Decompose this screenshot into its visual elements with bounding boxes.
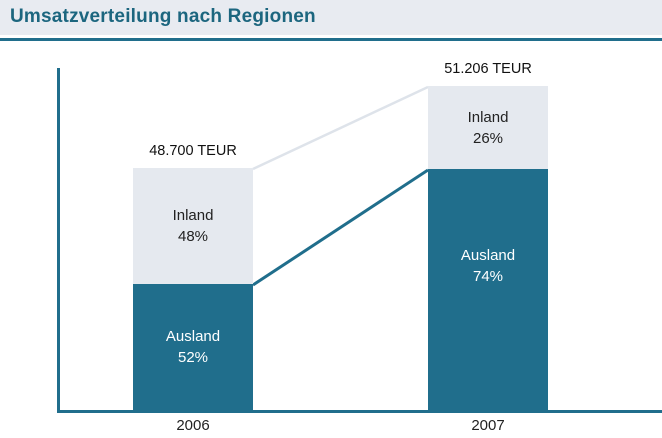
total-connector-line [252,85,429,171]
bar-2006-ausland-segment: Ausland 52% [133,284,253,410]
category-label-2006: 2006 [176,417,210,434]
segment-name-label: Ausland [165,328,221,345]
segment-pct-label: 74% [472,267,504,285]
segment-name-label: Inland [467,108,509,126]
segment-name-label: Inland [172,207,214,224]
segment-pct-label: 52% [177,349,209,366]
category-label-2007: 2007 [471,417,505,434]
page-title: Umsatzverteilung nach Regionen [10,6,316,27]
segment-boundary-connector-line [252,168,429,287]
bar-2007-inland-segment: Inland 26% [428,86,548,169]
segment-name-label: Ausland [460,246,516,264]
total-label-2007: 51.206 TEUR [444,61,532,77]
bar-2006-inland-segment: Inland 48% [133,168,253,284]
x-axis [57,410,662,413]
title-bar: Umsatzverteilung nach Regionen [0,0,662,35]
y-axis [57,68,60,413]
segment-pct-label: 48% [177,228,209,245]
segment-pct-label: 26% [472,129,504,147]
title-underline [0,38,662,41]
total-label-2006: 48.700 TEUR [149,143,237,159]
bar-2007-ausland-segment: Ausland 74% [428,169,548,410]
